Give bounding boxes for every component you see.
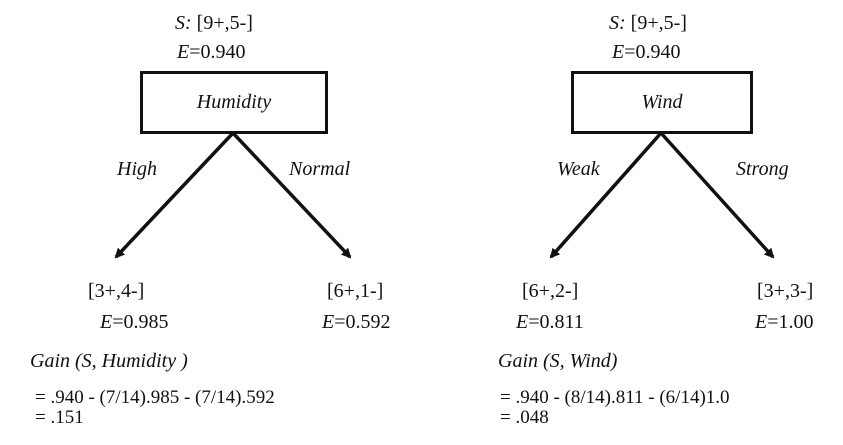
high-leaf-entropy-prefix: E (100, 311, 113, 333)
left-root-entropy-prefix: E (177, 41, 190, 63)
weak-branch-label: Weak (557, 158, 600, 180)
normal-branch-label: Normal (289, 158, 351, 180)
strong-leaf-set: [3+,3-] (757, 280, 814, 302)
humidity-node: Humidity (140, 71, 328, 134)
left-root-set-prefix: S: (175, 12, 192, 34)
normal-leaf-entropy: E=0.592 (322, 311, 391, 333)
humidity-node-label: Humidity (196, 91, 272, 113)
right-root-entropy-prefix: E (612, 41, 625, 63)
left-root-set: S: [9+,5-] (175, 12, 253, 34)
high-leaf-set: [3+,4-] (88, 280, 145, 302)
left-high-arrow (114, 131, 235, 259)
strong-leaf-entropy-value: =1.00 (767, 311, 814, 333)
high-leaf-entropy: E=0.985 (100, 311, 169, 333)
strong-branch-label: Strong (736, 158, 789, 180)
right-root-set: S: [9+,5-] (609, 12, 687, 34)
right-root-set-prefix: S: (609, 12, 626, 34)
left-root-set-value: [9+,5-] (196, 12, 253, 34)
normal-leaf-entropy-prefix: E (322, 311, 335, 333)
left-root-entropy: E=0.940 (177, 41, 246, 63)
left-root-entropy-value: =0.940 (189, 41, 246, 63)
weak-leaf-entropy: E=0.811 (516, 311, 584, 333)
weak-leaf-entropy-prefix: E (516, 311, 529, 333)
high-branch-label: High (117, 158, 157, 180)
normal-leaf-set: [6+,1-] (327, 280, 384, 302)
left-gain-label: Gain (S, Humidity ) (30, 350, 188, 372)
left-normal-arrow (231, 131, 352, 259)
wind-node-label: Wind (641, 91, 683, 113)
left-gain-formula: = .940 - (7/14).985 - (7/14).592 (35, 387, 275, 408)
right-gain-formula: = .940 - (8/14).811 - (6/14)1.0 (500, 387, 730, 408)
right-strong-arrow (659, 131, 775, 259)
normal-leaf-entropy-value: =0.592 (334, 311, 391, 333)
right-gain-label: Gain (S, Wind) (498, 350, 618, 372)
high-leaf-entropy-value: =0.985 (112, 311, 169, 333)
right-weak-arrow (549, 131, 663, 259)
strong-leaf-entropy: E=1.00 (755, 311, 814, 333)
left-gain-result: = .151 (35, 407, 84, 428)
weak-leaf-set: [6+,2-] (522, 280, 579, 302)
wind-node: Wind (571, 71, 753, 134)
strong-leaf-entropy-prefix: E (755, 311, 768, 333)
weak-leaf-entropy-value: =0.811 (528, 311, 584, 333)
right-root-entropy-value: =0.940 (624, 41, 681, 63)
right-root-set-value: [9+,5-] (630, 12, 687, 34)
right-root-entropy: E=0.940 (612, 41, 681, 63)
right-gain-result: = .048 (500, 407, 549, 428)
